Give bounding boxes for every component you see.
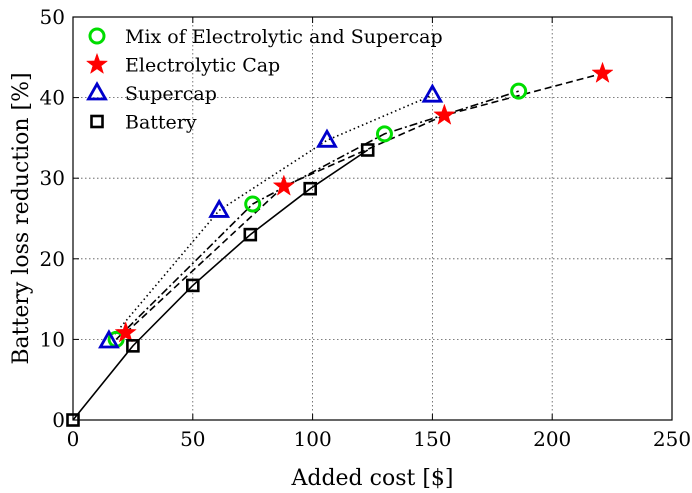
axis-ticks: 0 50 100 150 200 250 0 10 20 30 40 50 — [40, 5, 692, 451]
series-line-supercap — [108, 94, 433, 342]
y-tick-label: 30 — [40, 166, 65, 190]
data-point-supercap — [208, 198, 231, 218]
legend-label: Electrolytic Cap — [125, 55, 280, 77]
legend-marker — [90, 114, 104, 129]
y-tick-label: 50 — [40, 5, 65, 29]
data-point-electrolytic-cap — [272, 174, 296, 196]
y-tick-label: 40 — [40, 86, 65, 110]
legend-marker — [86, 81, 108, 101]
legend-marker — [88, 27, 106, 45]
series-markers — [66, 61, 614, 427]
y-tick-label: 20 — [40, 247, 65, 271]
data-point-mix-of-electrolytic-and-supercap — [510, 82, 528, 100]
x-tick-label: 250 — [653, 427, 691, 451]
data-point-supercap — [316, 128, 338, 148]
x-tick-label: 100 — [294, 427, 332, 451]
data-point-electrolytic-cap — [433, 103, 456, 125]
data-point-electrolytic-cap — [591, 61, 614, 83]
data-point-mix-of-electrolytic-and-supercap — [244, 195, 262, 213]
data-point-battery — [243, 227, 258, 242]
legend-label: Battery — [125, 112, 197, 134]
data-point-battery — [303, 181, 318, 196]
data-point-battery — [186, 278, 200, 293]
x-axis-label: Added cost [$] — [290, 466, 453, 491]
series-line-electrolytic-cap — [125, 72, 603, 334]
grid — [73, 17, 672, 420]
data-point-electrolytic-cap — [114, 321, 137, 343]
y-tick-label: 10 — [40, 327, 65, 351]
x-tick-label: 150 — [413, 427, 451, 451]
data-point-battery — [66, 413, 80, 427]
series — [66, 61, 614, 427]
legend-label: Supercap — [125, 83, 217, 105]
data-point-supercap — [98, 329, 120, 349]
x-tick-label: 200 — [533, 427, 571, 451]
data-point-mix-of-electrolytic-and-supercap — [375, 125, 393, 143]
legend-marker — [85, 52, 109, 75]
x-tick-label: 0 — [67, 427, 80, 451]
y-tick-label: 0 — [52, 408, 65, 432]
data-point-battery — [360, 143, 375, 157]
series-line-battery — [72, 149, 369, 421]
y-axis-label: Battery loss reduction [%] — [9, 72, 34, 364]
data-point-battery — [126, 339, 140, 353]
legend-label: Mix of Electrolytic and Supercap — [125, 26, 443, 48]
data-point-supercap — [421, 83, 444, 103]
x-tick-label: 50 — [180, 427, 205, 451]
legend: Mix of Electrolytic and Supercap Electrol… — [85, 26, 443, 134]
plot-frame — [72, 16, 673, 421]
